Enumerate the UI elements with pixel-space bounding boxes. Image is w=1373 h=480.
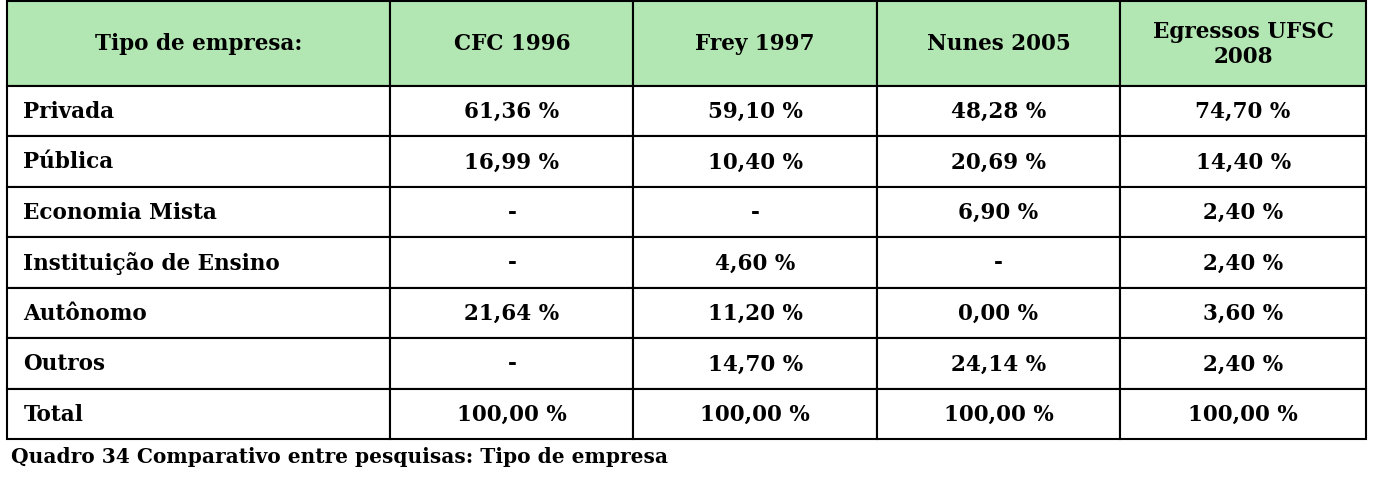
Text: Tipo de empresa:: Tipo de empresa: xyxy=(95,34,302,55)
Bar xyxy=(7,2,390,86)
Bar xyxy=(1120,389,1366,439)
Text: 48,28 %: 48,28 % xyxy=(951,101,1046,122)
Text: 6,90 %: 6,90 % xyxy=(958,202,1038,223)
Text: 16,99 %: 16,99 % xyxy=(464,151,559,173)
Text: Egressos UFSC
2008: Egressos UFSC 2008 xyxy=(1153,21,1333,68)
Bar xyxy=(390,187,633,238)
Bar xyxy=(1120,137,1366,187)
Bar xyxy=(390,238,633,288)
Text: 20,69 %: 20,69 % xyxy=(951,151,1046,173)
Text: -: - xyxy=(508,252,516,274)
Text: -: - xyxy=(508,202,516,223)
Bar xyxy=(633,338,877,389)
Text: Frey 1997: Frey 1997 xyxy=(695,34,816,55)
Text: Quadro 34 Comparativo entre pesquisas: Tipo de empresa: Quadro 34 Comparativo entre pesquisas: T… xyxy=(11,446,669,467)
Text: Outros: Outros xyxy=(23,353,106,374)
Text: 11,20 %: 11,20 % xyxy=(707,302,803,324)
Text: Total: Total xyxy=(23,403,84,425)
Text: 100,00 %: 100,00 % xyxy=(943,403,1053,425)
Text: 2,40 %: 2,40 % xyxy=(1203,202,1284,223)
Text: 10,40 %: 10,40 % xyxy=(707,151,803,173)
Bar xyxy=(7,238,390,288)
Bar xyxy=(877,86,1120,137)
Text: -: - xyxy=(994,252,1002,274)
Bar xyxy=(877,389,1120,439)
Bar xyxy=(7,86,390,137)
Bar xyxy=(633,238,877,288)
Bar xyxy=(1120,187,1366,238)
Bar xyxy=(7,137,390,187)
Text: -: - xyxy=(508,353,516,374)
Bar xyxy=(7,187,390,238)
Text: -: - xyxy=(751,202,759,223)
Text: 21,64 %: 21,64 % xyxy=(464,302,559,324)
Bar xyxy=(633,288,877,338)
Text: 4,60 %: 4,60 % xyxy=(715,252,795,274)
Text: 2,40 %: 2,40 % xyxy=(1203,252,1284,274)
Text: Autônomo: Autônomo xyxy=(23,302,147,324)
Bar xyxy=(877,338,1120,389)
Bar xyxy=(633,137,877,187)
Bar xyxy=(1120,338,1366,389)
Bar xyxy=(877,137,1120,187)
Text: 100,00 %: 100,00 % xyxy=(1188,403,1297,425)
Bar xyxy=(390,389,633,439)
Text: 100,00 %: 100,00 % xyxy=(700,403,810,425)
Bar xyxy=(7,389,390,439)
Text: 14,70 %: 14,70 % xyxy=(707,353,803,374)
Text: 74,70 %: 74,70 % xyxy=(1196,101,1291,122)
Text: 59,10 %: 59,10 % xyxy=(707,101,803,122)
Bar xyxy=(877,2,1120,86)
Bar xyxy=(390,2,633,86)
Bar xyxy=(633,2,877,86)
Bar xyxy=(390,137,633,187)
Bar xyxy=(7,338,390,389)
Text: 3,60 %: 3,60 % xyxy=(1203,302,1284,324)
Bar xyxy=(390,288,633,338)
Text: Instituição de Ensino: Instituição de Ensino xyxy=(23,252,280,274)
Bar xyxy=(390,338,633,389)
Text: CFC 1996: CFC 1996 xyxy=(453,34,570,55)
Bar xyxy=(1120,86,1366,137)
Bar xyxy=(7,288,390,338)
Text: 14,40 %: 14,40 % xyxy=(1196,151,1291,173)
Bar xyxy=(633,389,877,439)
Text: 100,00 %: 100,00 % xyxy=(457,403,567,425)
Text: 61,36 %: 61,36 % xyxy=(464,101,559,122)
Text: 2,40 %: 2,40 % xyxy=(1203,353,1284,374)
Text: Economia Mista: Economia Mista xyxy=(23,202,217,223)
Text: Privada: Privada xyxy=(23,101,114,122)
Bar xyxy=(633,187,877,238)
Bar xyxy=(1120,238,1366,288)
Bar xyxy=(1120,288,1366,338)
Text: Nunes 2005: Nunes 2005 xyxy=(927,34,1071,55)
Bar xyxy=(877,238,1120,288)
Text: Pública: Pública xyxy=(23,151,114,173)
Text: 0,00 %: 0,00 % xyxy=(958,302,1038,324)
Text: 24,14 %: 24,14 % xyxy=(951,353,1046,374)
Bar xyxy=(390,86,633,137)
Bar xyxy=(1120,2,1366,86)
Bar xyxy=(633,86,877,137)
Bar xyxy=(877,288,1120,338)
Bar xyxy=(877,187,1120,238)
